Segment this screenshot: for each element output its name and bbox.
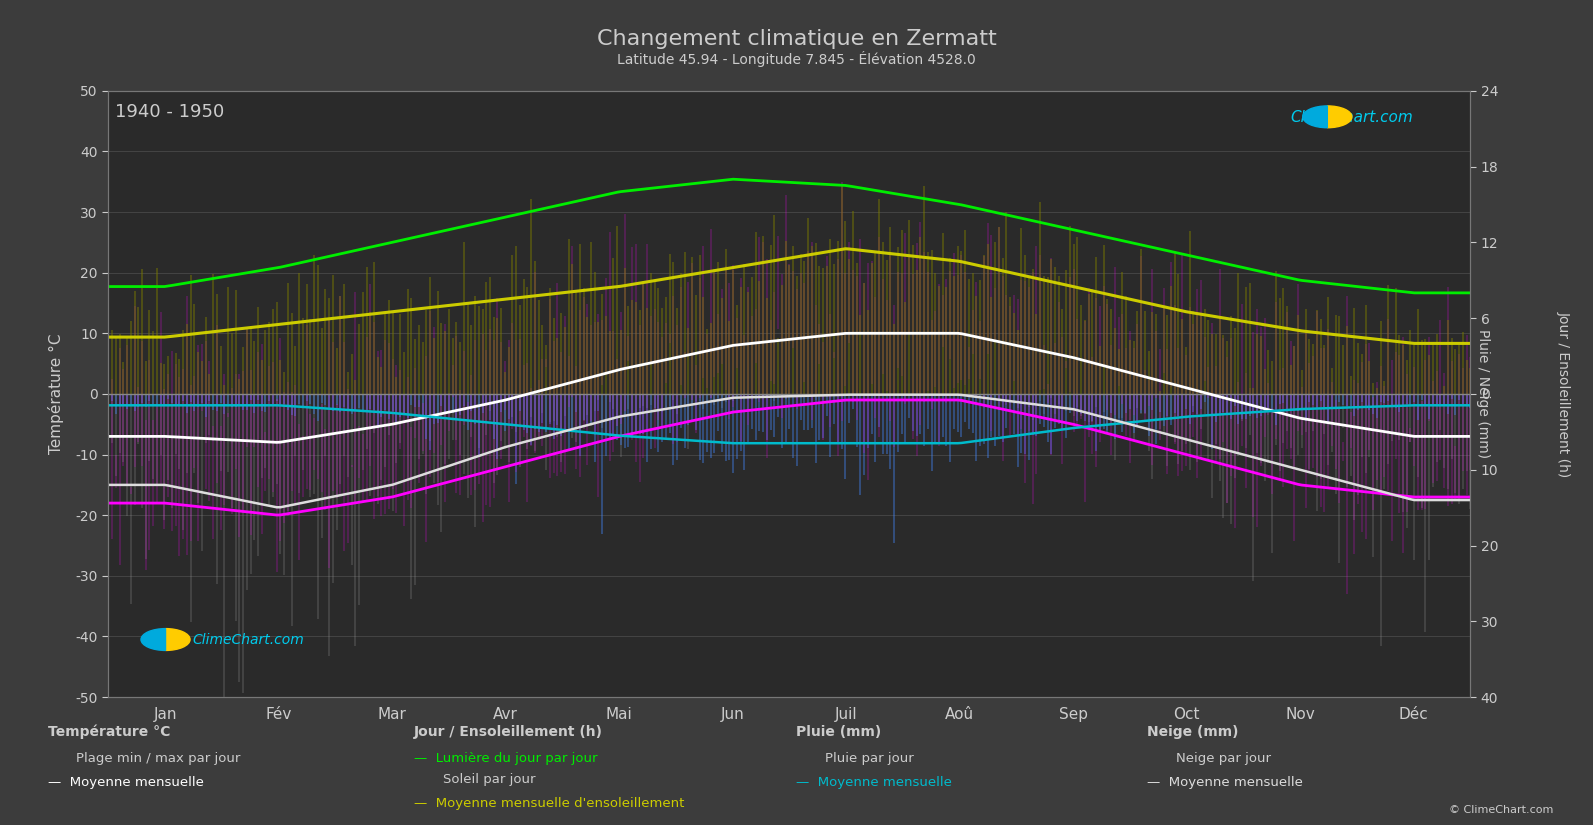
Text: Température °C: Température °C (48, 724, 170, 739)
Wedge shape (142, 629, 166, 650)
Text: ClimeChart.com: ClimeChart.com (193, 633, 304, 647)
Text: Plage min / max par jour: Plage min / max par jour (76, 752, 241, 765)
Text: —  Moyenne mensuelle: — Moyenne mensuelle (796, 776, 953, 789)
Text: ClimeChart.com: ClimeChart.com (1290, 111, 1413, 125)
Text: Latitude 45.94 - Longitude 7.845 - Élévation 4528.0: Latitude 45.94 - Longitude 7.845 - Éléva… (616, 51, 977, 67)
Text: Pluie (mm): Pluie (mm) (796, 725, 883, 739)
Wedge shape (1327, 106, 1352, 128)
Text: 1940 - 1950: 1940 - 1950 (115, 103, 225, 121)
Text: © ClimeChart.com: © ClimeChart.com (1448, 805, 1553, 815)
Text: —  Moyenne mensuelle: — Moyenne mensuelle (1147, 776, 1303, 789)
Text: —  Moyenne mensuelle d'ensoleillement: — Moyenne mensuelle d'ensoleillement (414, 797, 685, 810)
Text: Jour / Ensoleillement (h): Jour / Ensoleillement (h) (414, 725, 604, 739)
Wedge shape (166, 629, 190, 650)
Wedge shape (1303, 106, 1327, 128)
Y-axis label: Jour / Ensoleillement (h)




Pluie / Neige (mm): Jour / Ensoleillement (h) Pluie / Neige … (1477, 311, 1571, 477)
Text: Changement climatique en Zermatt: Changement climatique en Zermatt (597, 29, 996, 49)
Text: Neige par jour: Neige par jour (1176, 752, 1271, 765)
Y-axis label: Température °C: Température °C (48, 333, 64, 455)
Text: Neige (mm): Neige (mm) (1147, 725, 1238, 739)
Text: Soleil par jour: Soleil par jour (443, 773, 535, 786)
Text: —  Moyenne mensuelle: — Moyenne mensuelle (48, 776, 204, 789)
Text: Pluie par jour: Pluie par jour (825, 752, 914, 765)
Text: —  Lumière du jour par jour: — Lumière du jour par jour (414, 752, 597, 765)
